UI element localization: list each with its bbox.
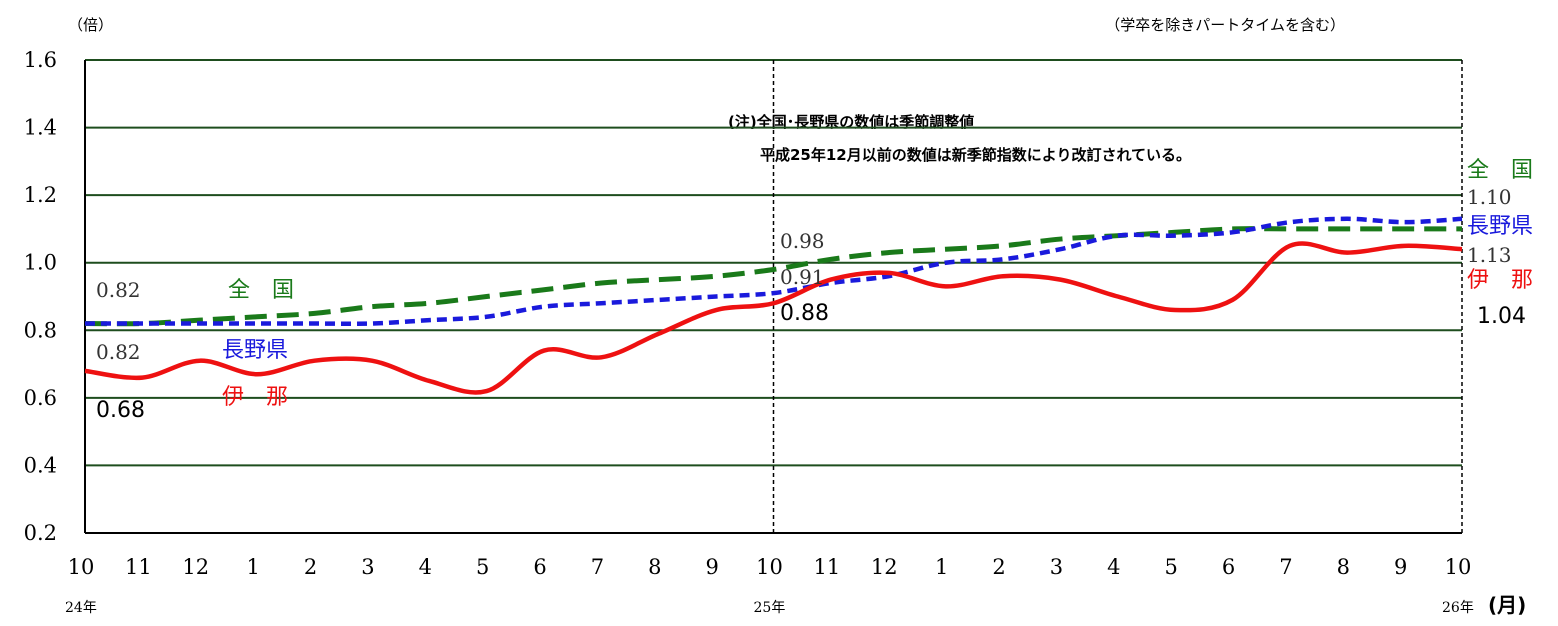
note-line-1: (注)全国･長野県の数値は季節調整値 <box>728 113 974 131</box>
y-tick-label: 1.0 <box>24 251 57 275</box>
year-label: 24年 <box>65 600 97 616</box>
x-tick-label: 4 <box>419 555 432 579</box>
x-tick-label: 6 <box>1222 555 1235 579</box>
x-tick-label: 10 <box>1445 555 1472 579</box>
x-tick-label: 2 <box>992 555 1005 579</box>
y-tick-label: 1.6 <box>24 48 57 72</box>
x-tick-label: 6 <box>533 555 546 579</box>
end-label-national: 1.10 <box>1467 185 1512 209</box>
legend-national-left: 全 国 <box>228 278 294 303</box>
start-label-national: 0.82 <box>96 278 141 302</box>
y-tick-label: 0.6 <box>24 386 57 410</box>
legend-nagano-left: 長野県 <box>222 338 288 363</box>
x-unit-label: (月) <box>1488 593 1526 617</box>
y-tick-label: 0.8 <box>24 318 57 342</box>
series-line-national <box>84 226 1462 327</box>
x-tick-label: 10 <box>68 555 95 579</box>
x-tick-label: 1 <box>935 555 948 579</box>
y-tick-label: 1.2 <box>24 183 57 207</box>
legend-nagano-right: 長野県 <box>1467 214 1533 239</box>
end-label-ina: 1.04 <box>1477 304 1526 329</box>
year-labels: 24年 25年 26年 <box>65 600 1474 616</box>
x-tick-label: 9 <box>705 555 718 579</box>
start-label-ina: 0.68 <box>96 398 145 423</box>
year-label: 26年 <box>1442 600 1474 616</box>
y-unit-label: （倍） <box>68 16 113 34</box>
x-tick-label: 7 <box>1279 555 1292 579</box>
start-label-nagano: 0.82 <box>96 340 141 364</box>
mid-label-ina: 0.88 <box>780 301 829 326</box>
y-tick-label: 0.4 <box>24 453 57 477</box>
y-tick-label: 1.4 <box>24 116 57 140</box>
x-axis-ticks: 10 11 12 1 2 3 4 5 6 7 8 9 10 11 12 1 2 3 4 5 6 7 8 9 10 <box>68 555 1472 579</box>
mid-label-national: 0.98 <box>780 229 825 253</box>
legend-national-right: 全 国 <box>1467 158 1533 183</box>
x-tick-label: 1 <box>246 555 259 579</box>
x-tick-label: 11 <box>814 555 841 579</box>
x-tick-label: 10 <box>756 555 783 579</box>
vertical-dashed-lines <box>772 60 1463 533</box>
x-tick-label: 11 <box>125 555 152 579</box>
chart-subtitle: （学卒を除きパートタイムを含む） <box>1105 16 1345 34</box>
mid-label-nagano: 0.91 <box>780 265 825 289</box>
x-tick-label: 8 <box>648 555 661 579</box>
year-label: 25年 <box>754 600 786 616</box>
y-axis-ticks: 0.2 0.4 0.6 0.8 1.0 1.2 1.4 1.6 <box>24 48 57 545</box>
x-tick-label: 12 <box>871 555 898 579</box>
x-tick-label: 8 <box>1337 555 1350 579</box>
x-tick-label: 5 <box>1164 555 1177 579</box>
series-line-nagano <box>84 216 1463 327</box>
end-label-nagano: 1.13 <box>1467 243 1512 267</box>
legend-ina-left: 伊 那 <box>222 385 288 410</box>
legend-ina-right: 伊 那 <box>1467 268 1533 293</box>
series-line-ina <box>84 241 1463 395</box>
x-tick-label: 7 <box>591 555 604 579</box>
y-tick-label: 0.2 <box>24 521 57 545</box>
x-tick-label: 5 <box>476 555 489 579</box>
x-tick-label: 3 <box>1050 555 1063 579</box>
x-tick-label: 4 <box>1107 555 1120 579</box>
x-tick-label: 12 <box>182 555 209 579</box>
x-tick-label: 3 <box>361 555 374 579</box>
x-tick-label: 9 <box>1394 555 1407 579</box>
note-line-2: 平成25年12月以前の数値は新季節指数により改訂されている。 <box>760 146 1191 164</box>
x-tick-label: 2 <box>304 555 317 579</box>
series-lines <box>84 216 1463 395</box>
